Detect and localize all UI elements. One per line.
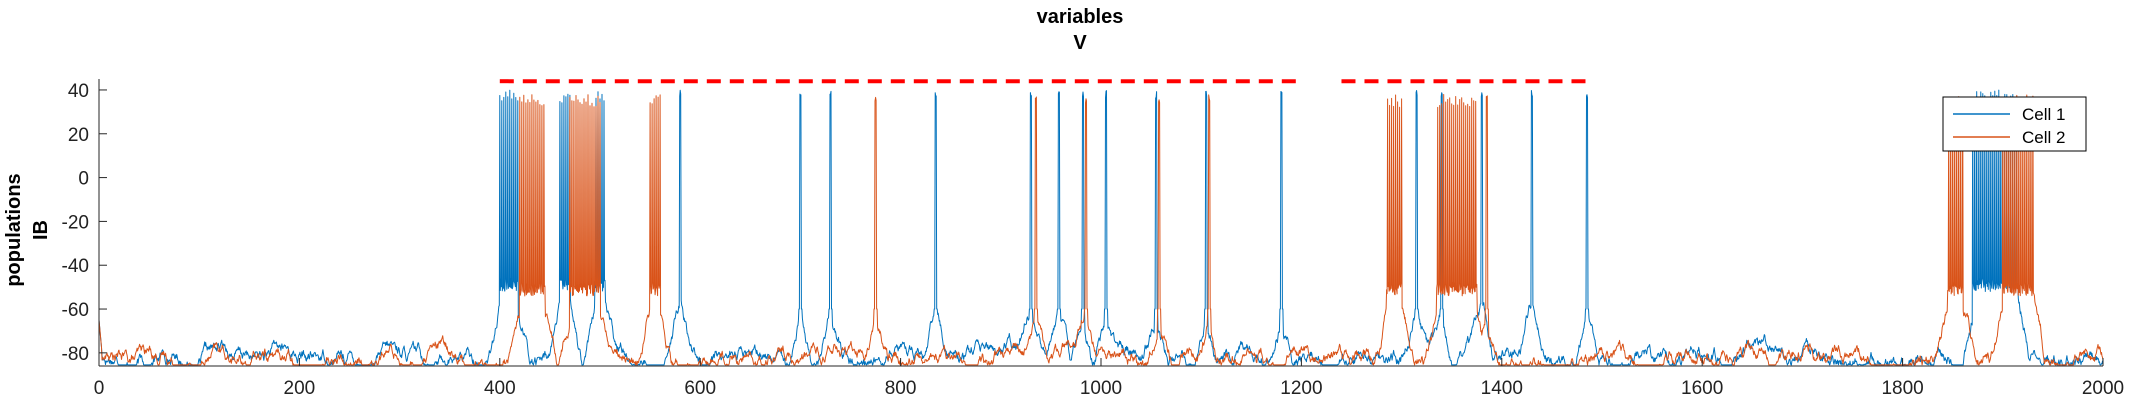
legend-box [1942,96,2087,152]
chart-title-line-2: V [1073,32,1087,54]
x-tick-label: 1000 [1080,378,1122,399]
x-tick-label: 400 [484,378,516,399]
y-axis-label-line-2: IB [30,220,52,240]
y-tick-label: -60 [62,300,89,321]
y-tick-label: -80 [62,344,89,365]
legend: Cell 1 Cell 2 [1942,96,2087,152]
plot-area [98,79,2104,366]
x-tick-label: 600 [684,378,716,399]
x-tick-label: 200 [284,378,316,399]
series-line-cell-2 [98,94,2104,366]
x-tick-label: 1400 [1481,378,1523,399]
y-tick-label: 0 [78,169,89,190]
y-axis-label-line-1: populations [3,173,25,286]
axes: 0 200 400 600 800 1000 1200 1400 1600 1800 2000-80… [62,79,2124,399]
x-tick-label: 800 [885,378,917,399]
chart-title-line-1: variables [1037,6,1124,28]
y-tick-label: 20 [68,125,89,146]
y-tick-label: -20 [62,212,89,233]
x-tick-label: 1200 [1280,378,1322,399]
x-tick-label: 0 [94,378,105,399]
x-tick-label: 1600 [1681,378,1723,399]
legend-label-cell-2: Cell 2 [2022,128,2065,147]
y-tick-label: -40 [62,256,89,277]
y-tick-label: 40 [68,81,89,102]
x-tick-label: 2000 [2082,378,2124,399]
x-tick-label: 1800 [1881,378,1923,399]
legend-label-cell-1: Cell 1 [2022,105,2065,124]
series-line-cell-1 [98,89,2104,366]
